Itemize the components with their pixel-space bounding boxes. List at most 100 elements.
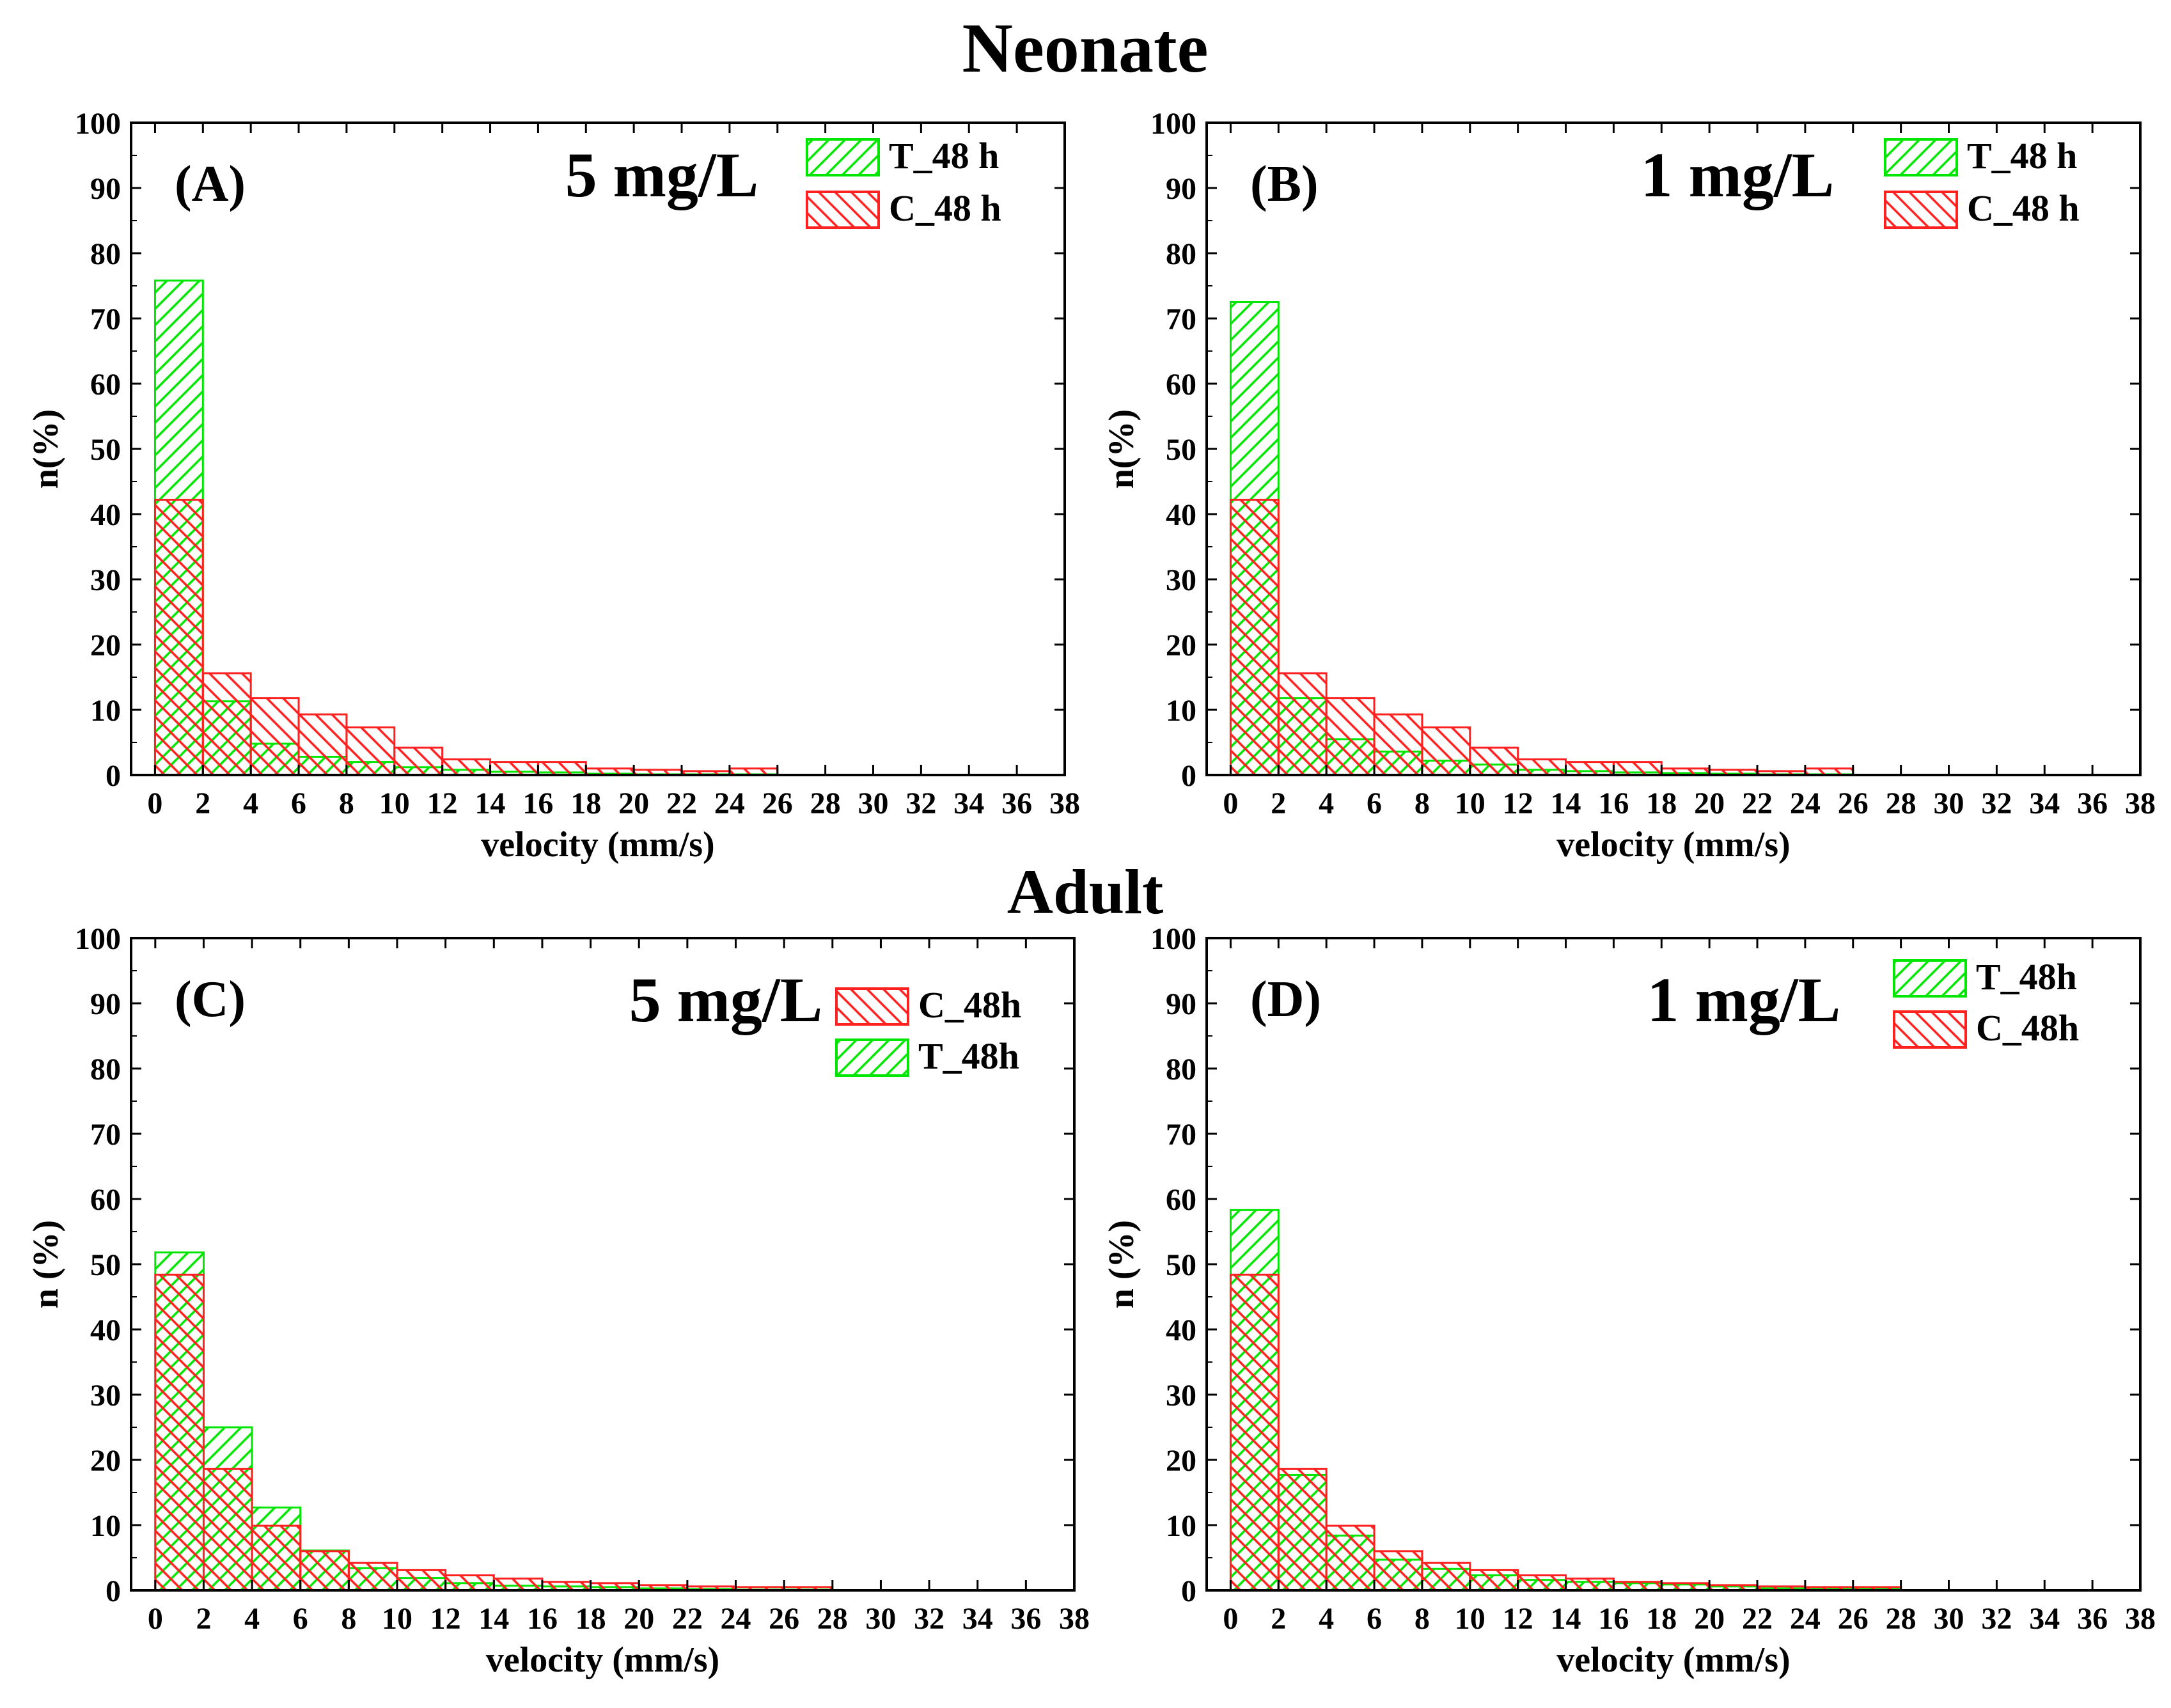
- bar-control-bin-3: [1373, 713, 1423, 776]
- x-tick-label: 14: [478, 1602, 509, 1636]
- x-tick-label: 10: [1455, 787, 1485, 820]
- bar-control-bin-1: [202, 1468, 253, 1592]
- y-tick-label: 100: [75, 922, 121, 956]
- x-tick-label: 2: [1271, 1602, 1286, 1636]
- x-tick-label: 26: [769, 1602, 799, 1636]
- bar-control-bin-6: [441, 758, 492, 776]
- bar-control-bin-1: [201, 672, 252, 776]
- x-tick-label: 18: [576, 1602, 606, 1636]
- y-tick-label: 100: [75, 107, 121, 141]
- bar-control-bin-1: [1277, 672, 1328, 776]
- x-tick-label: 10: [382, 1602, 412, 1636]
- panel-label: (A): [175, 156, 246, 212]
- x-tick-label: 28: [1886, 1602, 1916, 1636]
- x-tick-label: 10: [379, 787, 410, 820]
- x-tick-label: 32: [914, 1602, 944, 1636]
- x-tick-label: 6: [291, 787, 306, 820]
- x-tick-label: 16: [1598, 787, 1629, 820]
- bar-control-bin-5: [1469, 1569, 1519, 1592]
- x-tick-label: 0: [1223, 787, 1238, 820]
- y-tick-label: 80: [90, 237, 121, 271]
- bar-control-bin-2: [251, 1524, 302, 1592]
- section-title-neonate: Neonate: [962, 9, 1209, 87]
- y-tick-label: 0: [106, 759, 121, 793]
- x-tick-label: 4: [244, 1602, 260, 1636]
- bar-control-bin-4: [345, 726, 396, 776]
- y-tick-label: 90: [1166, 172, 1196, 206]
- x-tick-label: 8: [1415, 1602, 1430, 1636]
- bar-control-bin-0: [153, 499, 204, 776]
- x-tick-label: 14: [1551, 787, 1581, 820]
- bar-control-bin-6: [1517, 758, 1567, 776]
- y-tick-label: 60: [90, 1183, 121, 1217]
- y-tick-label: 40: [1166, 1313, 1196, 1347]
- x-axis-label: velocity (mm/s): [481, 825, 714, 865]
- panel-label: (C): [175, 971, 246, 1028]
- x-tick-label: 14: [475, 787, 506, 820]
- panel-title: 1 mg/L: [1641, 139, 1835, 210]
- x-tick-label: 18: [1646, 1602, 1677, 1636]
- bar-control-bin-2: [249, 697, 300, 776]
- x-tick-label: 10: [1455, 1602, 1485, 1636]
- y-tick-label: 100: [1150, 922, 1196, 956]
- legend-label-control: C_48h: [918, 984, 1021, 1026]
- x-tick-label: 30: [1934, 787, 1964, 820]
- x-tick-label: 8: [339, 787, 354, 820]
- y-tick-label: 90: [1166, 987, 1196, 1021]
- bar-control-bin-7: [1565, 761, 1615, 776]
- x-tick-label: 34: [953, 787, 984, 820]
- y-tick-label: 90: [90, 172, 121, 206]
- y-tick-label: 20: [90, 1444, 121, 1478]
- y-tick-label: 60: [1166, 1183, 1196, 1217]
- x-tick-label: 8: [341, 1602, 356, 1636]
- bar-control-bin-3: [299, 1550, 350, 1592]
- y-tick-label: 0: [1181, 1574, 1196, 1608]
- x-tick-label: 24: [721, 1602, 751, 1636]
- y-tick-label: 40: [90, 1313, 121, 1347]
- y-tick-label: 30: [1166, 1379, 1196, 1413]
- legend-label-treated: T_48h: [918, 1035, 1019, 1077]
- bar-control-bin-5: [1469, 746, 1519, 776]
- bar-control-bin-3: [1373, 1550, 1423, 1592]
- y-tick-label: 100: [1150, 107, 1196, 141]
- legend-label-control: C_48 h: [1967, 187, 2080, 229]
- x-tick-label: 32: [1981, 787, 2012, 820]
- y-tick-label: 80: [90, 1053, 121, 1086]
- legend-label-treated: T_48h: [1976, 956, 2077, 998]
- y-tick-label: 20: [1166, 1444, 1196, 1478]
- x-tick-label: 36: [2077, 1602, 2108, 1636]
- x-tick-label: 20: [1694, 1602, 1725, 1636]
- x-tick-label: 12: [427, 787, 458, 820]
- y-tick-label: 10: [1166, 1509, 1196, 1543]
- bar-control-bin-2: [1325, 697, 1375, 776]
- x-axis-label: velocity (mm/s): [486, 1640, 719, 1680]
- x-tick-label: 28: [810, 787, 841, 820]
- legend-swatch-control: [806, 191, 880, 229]
- y-tick-label: 10: [1166, 694, 1196, 728]
- x-tick-label: 24: [1790, 1602, 1821, 1636]
- y-tick-label: 80: [1166, 237, 1196, 271]
- bar-control-bin-0: [154, 1273, 205, 1592]
- bar-control-bin-7: [489, 761, 539, 776]
- bar-control-bin-8: [1612, 761, 1663, 776]
- bar-control-bin-3: [297, 713, 348, 776]
- x-tick-label: 16: [1598, 1602, 1629, 1636]
- x-tick-label: 36: [2077, 787, 2108, 820]
- section-title-adult: Adult: [1007, 856, 1164, 927]
- legend-label-treated: T_48 h: [1967, 135, 2077, 176]
- x-axis-label: velocity (mm/s): [1556, 1640, 1790, 1680]
- x-tick-label: 14: [1551, 1602, 1581, 1636]
- x-tick-label: 24: [714, 787, 745, 820]
- legend-swatch-control: [1893, 1010, 1967, 1049]
- y-axis-label: n (%): [26, 1220, 66, 1308]
- y-tick-label: 30: [90, 1379, 121, 1413]
- x-tick-label: 22: [666, 787, 697, 820]
- legend-swatch-control: [835, 987, 909, 1026]
- x-tick-label: 4: [1319, 1602, 1334, 1636]
- legend-swatch-control: [1884, 191, 1958, 229]
- y-tick-label: 10: [90, 694, 121, 728]
- bar-control-bin-0: [1229, 1273, 1280, 1592]
- x-tick-label: 24: [1790, 787, 1821, 820]
- x-tick-label: 12: [1503, 1602, 1533, 1636]
